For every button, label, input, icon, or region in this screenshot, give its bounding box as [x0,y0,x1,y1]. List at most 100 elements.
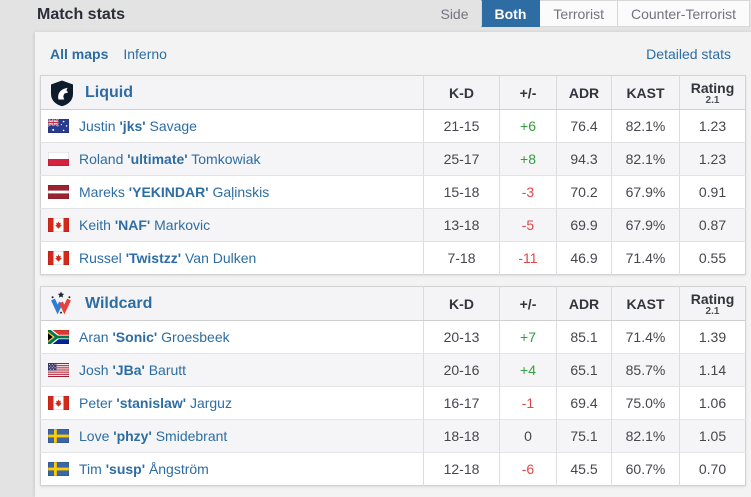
column-adr: ADR [556,75,612,110]
stat-plus-minus: -6 [499,452,557,486]
player-link[interactable]: Aran 'Sonic' Groesbeek [79,329,230,345]
stat-rating: 1.05 [679,419,746,453]
stat-kd: 21-15 [423,109,500,143]
flag-canada-icon [48,396,69,410]
flag-sweden-icon [48,429,69,443]
team-table-wildcard: Wildcard K-D +/- ADR KAST Rating 2.1 [40,286,746,486]
column-kd: K-D [423,286,500,321]
flag-south-africa-icon [48,330,69,344]
stat-adr: 69.4 [556,386,612,420]
column-plus-minus: +/- [499,75,557,110]
side-filter: Side Both Terrorist Counter-Terrorist [440,0,750,27]
tab-counter-terrorist[interactable]: Counter-Terrorist [617,0,750,27]
stat-kd: 15-18 [423,175,500,209]
stat-kast: 71.4% [611,320,680,354]
column-rating: Rating 2.1 [679,286,746,321]
rating-version: 2.1 [705,95,720,106]
filter-map-inferno[interactable]: Inferno [123,46,167,62]
stat-kd: 7-18 [423,241,500,275]
tab-terrorist[interactable]: Terrorist [540,0,618,27]
stat-adr: 85.1 [556,320,612,354]
stat-kast: 82.1% [611,142,680,176]
stat-adr: 70.2 [556,175,612,209]
player-link[interactable]: Russel 'Twistzz' Van Dulken [79,250,257,266]
stat-plus-minus: +6 [499,109,557,143]
stat-rating: 0.91 [679,175,746,209]
player-row[interactable]: Peter 'stanislaw' Jarguz 16-17 -1 69.4 7… [40,386,746,420]
team-name-liquid[interactable]: Liquid [85,83,133,101]
stat-rating: 1.14 [679,353,746,387]
stat-kd: 18-18 [423,419,500,453]
topbar: Match stats Side Both Terrorist Counter-… [0,0,751,32]
detailed-stats-link[interactable]: Detailed stats [646,46,731,62]
stat-adr: 65.1 [556,353,612,387]
stat-kd: 13-18 [423,208,500,242]
player-link[interactable]: Tim 'susp' Ångström [79,461,209,477]
stat-kd: 25-17 [423,142,500,176]
stat-adr: 75.1 [556,419,612,453]
stat-rating: 1.39 [679,320,746,354]
player-row[interactable]: Tim 'susp' Ångström 12-18 -6 45.5 60.7% … [41,452,746,486]
player-link[interactable]: Keith 'NAF' Markovic [79,217,211,233]
stat-adr: 94.3 [556,142,612,176]
stat-rating: 1.23 [679,109,746,143]
side-tabs: Both Terrorist Counter-Terrorist [480,0,750,27]
stat-rating: 0.70 [679,452,746,486]
stat-kd: 12-18 [423,452,500,486]
flag-united-states-icon [48,363,69,377]
column-kd: K-D [423,75,500,110]
player-link[interactable]: Mareks 'YEKINDAR' Gaļinskis [79,184,270,200]
stat-kd: 16-17 [423,386,500,420]
player-link[interactable]: Peter 'stanislaw' Jarguz [79,395,232,411]
flag-sweden-icon [48,462,69,476]
stat-rating: 1.23 [679,142,746,176]
stat-kast: 75.0% [611,386,680,420]
player-row[interactable]: Roland 'ultimate' Tomkowiak 25-17 +8 94.… [40,142,746,176]
player-row[interactable]: Love 'phzy' Smidebrant 18-18 0 75.1 82.1… [40,419,746,453]
stat-kast: 82.1% [611,419,680,453]
flag-latvia-icon [48,185,69,199]
stat-kast: 60.7% [611,452,680,486]
stat-plus-minus: -11 [499,241,557,275]
match-stats-panel: All maps Inferno Detailed stats Liquid [35,32,751,497]
player-link[interactable]: Love 'phzy' Smidebrant [79,428,228,444]
page-title: Match stats [37,6,126,23]
stat-rating: 1.06 [679,386,746,420]
team-wildcard-logo-icon [48,290,76,318]
stat-plus-minus: -5 [499,208,557,242]
stat-plus-minus: +4 [499,353,557,387]
flag-poland-icon [48,152,69,166]
player-link[interactable]: Roland 'ultimate' Tomkowiak [79,151,261,167]
player-link[interactable]: Justin 'jks' Savage [79,118,197,134]
team-header-row: Wildcard K-D +/- ADR KAST Rating 2.1 [40,286,746,321]
flag-canada-icon [48,251,69,265]
stat-adr: 76.4 [556,109,612,143]
player-row[interactable]: Russel 'Twistzz' Van Dulken 7-18 -11 46.… [41,241,746,275]
player-row[interactable]: Aran 'Sonic' Groesbeek 20-13 +7 85.1 71.… [40,320,746,354]
tab-both[interactable]: Both [480,0,541,27]
stat-rating: 0.87 [679,208,746,242]
player-row[interactable]: Mareks 'YEKINDAR' Gaļinskis 15-18 -3 70.… [40,175,746,209]
player-row[interactable]: Keith 'NAF' Markovic 13-18 -5 69.9 67.9%… [40,208,746,242]
map-filter-row: All maps Inferno Detailed stats [35,32,751,75]
filter-all-maps[interactable]: All maps [50,46,109,62]
stat-kast: 67.9% [611,208,680,242]
column-rating: Rating 2.1 [679,75,746,110]
stat-kast: 82.1% [611,109,680,143]
flag-australia-icon [48,119,69,133]
flag-canada-icon [48,218,69,232]
player-link[interactable]: Josh 'JBa' Barutt [79,362,187,378]
stat-plus-minus: -1 [499,386,557,420]
player-row[interactable]: Justin 'jks' Savage 21-15 +6 76.4 82.1% … [40,109,746,143]
team-table-liquid: Liquid K-D +/- ADR KAST Rating 2.1 [40,75,746,275]
stat-adr: 46.9 [556,241,612,275]
team-name-wildcard[interactable]: Wildcard [85,294,153,312]
side-label: Side [440,5,469,22]
team-liquid-logo-icon [48,79,76,107]
column-adr: ADR [556,286,612,321]
stat-plus-minus: +8 [499,142,557,176]
column-kast: KAST [611,75,680,110]
team-header-row: Liquid K-D +/- ADR KAST Rating 2.1 [40,75,746,110]
player-row[interactable]: Josh 'JBa' Barutt 20-16 +4 65.1 85.7% 1.… [40,353,746,387]
stat-kd: 20-13 [423,320,500,354]
